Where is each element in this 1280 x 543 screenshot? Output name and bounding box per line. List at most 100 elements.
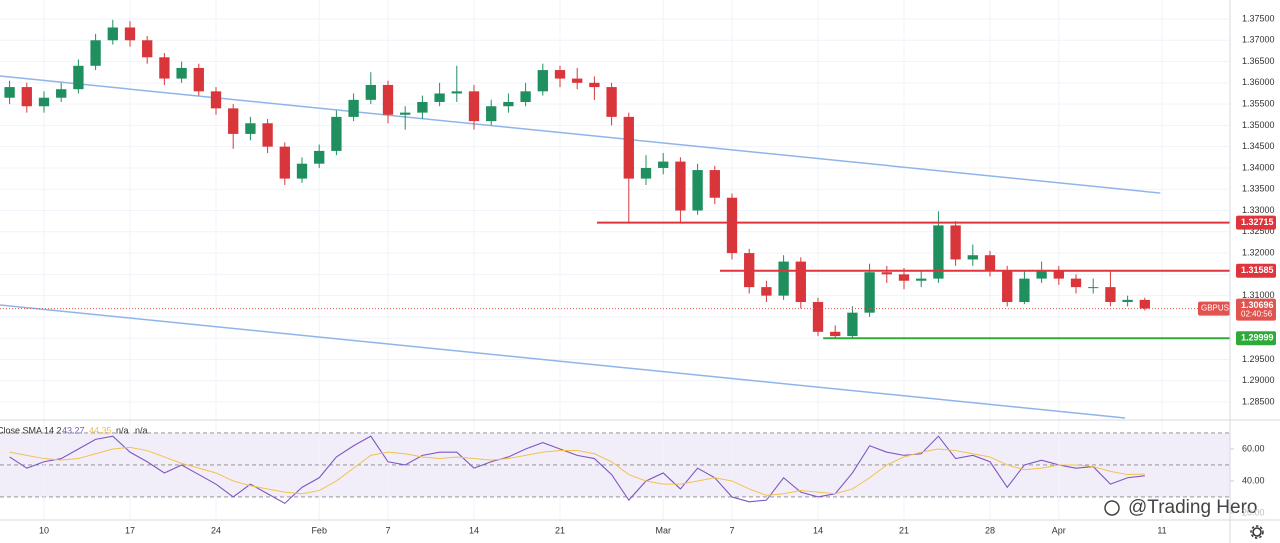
candle-body [38, 97, 50, 107]
candle-body [1122, 299, 1133, 303]
candle-body [245, 123, 256, 134]
candle-body [4, 87, 15, 98]
candle-body [520, 91, 531, 102]
y-tick-label: 1.32000 [1242, 247, 1275, 257]
candle-body [847, 312, 858, 337]
candle-body [365, 84, 376, 100]
indicator-value: 44.35 [89, 425, 112, 435]
candle-body [606, 87, 617, 117]
x-tick-label: 24 [211, 525, 221, 535]
candle-body [967, 255, 978, 260]
settings-icon[interactable] [1250, 525, 1264, 539]
candle-body [107, 27, 118, 41]
y-tick-label: 1.29500 [1242, 354, 1275, 364]
candle-body [726, 197, 738, 254]
y-tick-label: 1.36500 [1242, 56, 1275, 66]
candle-body [417, 101, 428, 113]
y-tick-label: 1.36000 [1242, 77, 1275, 87]
y-tick-label: 1.32500 [1242, 226, 1275, 236]
x-tick-label: 10 [39, 525, 49, 535]
x-tick-label: Feb [311, 525, 327, 535]
candle-body [73, 65, 84, 90]
y-tick-label: 1.35000 [1242, 120, 1275, 130]
candle-body [778, 261, 789, 296]
y-tick-label: 40.00 [1242, 475, 1265, 485]
candle-body [1105, 287, 1116, 303]
y-tick-label: 1.37500 [1242, 13, 1275, 23]
candle-body [623, 116, 634, 179]
candle-body [881, 272, 892, 275]
candle-body [898, 274, 910, 281]
x-tick-label: 28 [985, 525, 995, 535]
candle-body [228, 108, 239, 134]
candle-body [1036, 270, 1047, 279]
y-tick-label: 1.29000 [1242, 375, 1275, 385]
candle-body [1002, 270, 1013, 303]
candle-body [382, 84, 394, 115]
countdown-label: 02:40:56 [1241, 310, 1273, 319]
candle-body [640, 167, 652, 179]
x-tick-label: Mar [655, 525, 671, 535]
candle-body [950, 225, 961, 260]
x-tick-label: 17 [125, 525, 135, 535]
candle-body [262, 123, 273, 147]
candle-body [658, 161, 669, 168]
indicator-na: n/a [135, 425, 148, 435]
candle-body [348, 99, 359, 117]
level-label-bg [1236, 331, 1276, 346]
x-tick-label: Apr [1052, 525, 1066, 535]
candle-body [537, 70, 548, 92]
watermark: @Trading Hero [1128, 497, 1257, 518]
indicator-title: Close SMA 14 2 [0, 425, 62, 435]
x-tick-label: 7 [385, 525, 390, 535]
candle-body [709, 170, 720, 198]
level-label-bg [1236, 263, 1276, 278]
y-tick-label: 1.33000 [1242, 205, 1275, 215]
y-tick-label: 20.00 [1242, 507, 1265, 517]
indicator-value: 43.27 [62, 425, 85, 435]
candle-body [1070, 278, 1082, 288]
candle-body [314, 150, 325, 164]
y-tick-label: 1.34500 [1242, 141, 1275, 151]
axis-layer: 1.285001.290001.295001.300001.305001.310… [0, 13, 1276, 535]
candle-body [159, 57, 170, 79]
candle-body [916, 278, 927, 281]
indicator-na: n/a [116, 425, 129, 435]
candle-body [589, 82, 600, 88]
y-tick-label: 1.33500 [1242, 184, 1275, 194]
candle-body [1053, 270, 1064, 279]
x-tick-label: 7 [729, 525, 734, 535]
candle-body [296, 163, 308, 179]
candle-body [468, 91, 480, 122]
rsi-line [9, 446, 1145, 496]
y-tick-label: 60.00 [1242, 443, 1265, 453]
candle-body [486, 106, 497, 122]
symbol-label: GBPUSD [1201, 304, 1235, 313]
level-label: 1.32715 [1241, 217, 1274, 227]
candle-body [279, 146, 290, 179]
trend-line [0, 75, 1161, 194]
candle-body [675, 161, 686, 211]
candle-body [193, 67, 204, 92]
candle-body [572, 78, 583, 83]
candle-body [795, 261, 806, 303]
y-tick-label: 1.37000 [1242, 35, 1275, 45]
candle-body [984, 255, 996, 271]
rsi-line [9, 435, 1145, 505]
candle-body [210, 91, 222, 109]
last-price-bg [1236, 298, 1276, 321]
candle-body [864, 272, 875, 313]
candle-body [503, 101, 514, 107]
candle-body [142, 40, 153, 58]
candle-body [933, 225, 944, 279]
y-tick-label: 1.28500 [1242, 396, 1275, 406]
candle-body [451, 91, 462, 94]
y-tick-label: 1.34000 [1242, 162, 1275, 172]
level-label: 1.29999 [1241, 333, 1274, 343]
x-tick-label: 21 [899, 525, 909, 535]
symbol-label-bg [1198, 301, 1230, 316]
x-tick-label: 21 [555, 525, 565, 535]
level-label: 1.31585 [1241, 265, 1274, 275]
